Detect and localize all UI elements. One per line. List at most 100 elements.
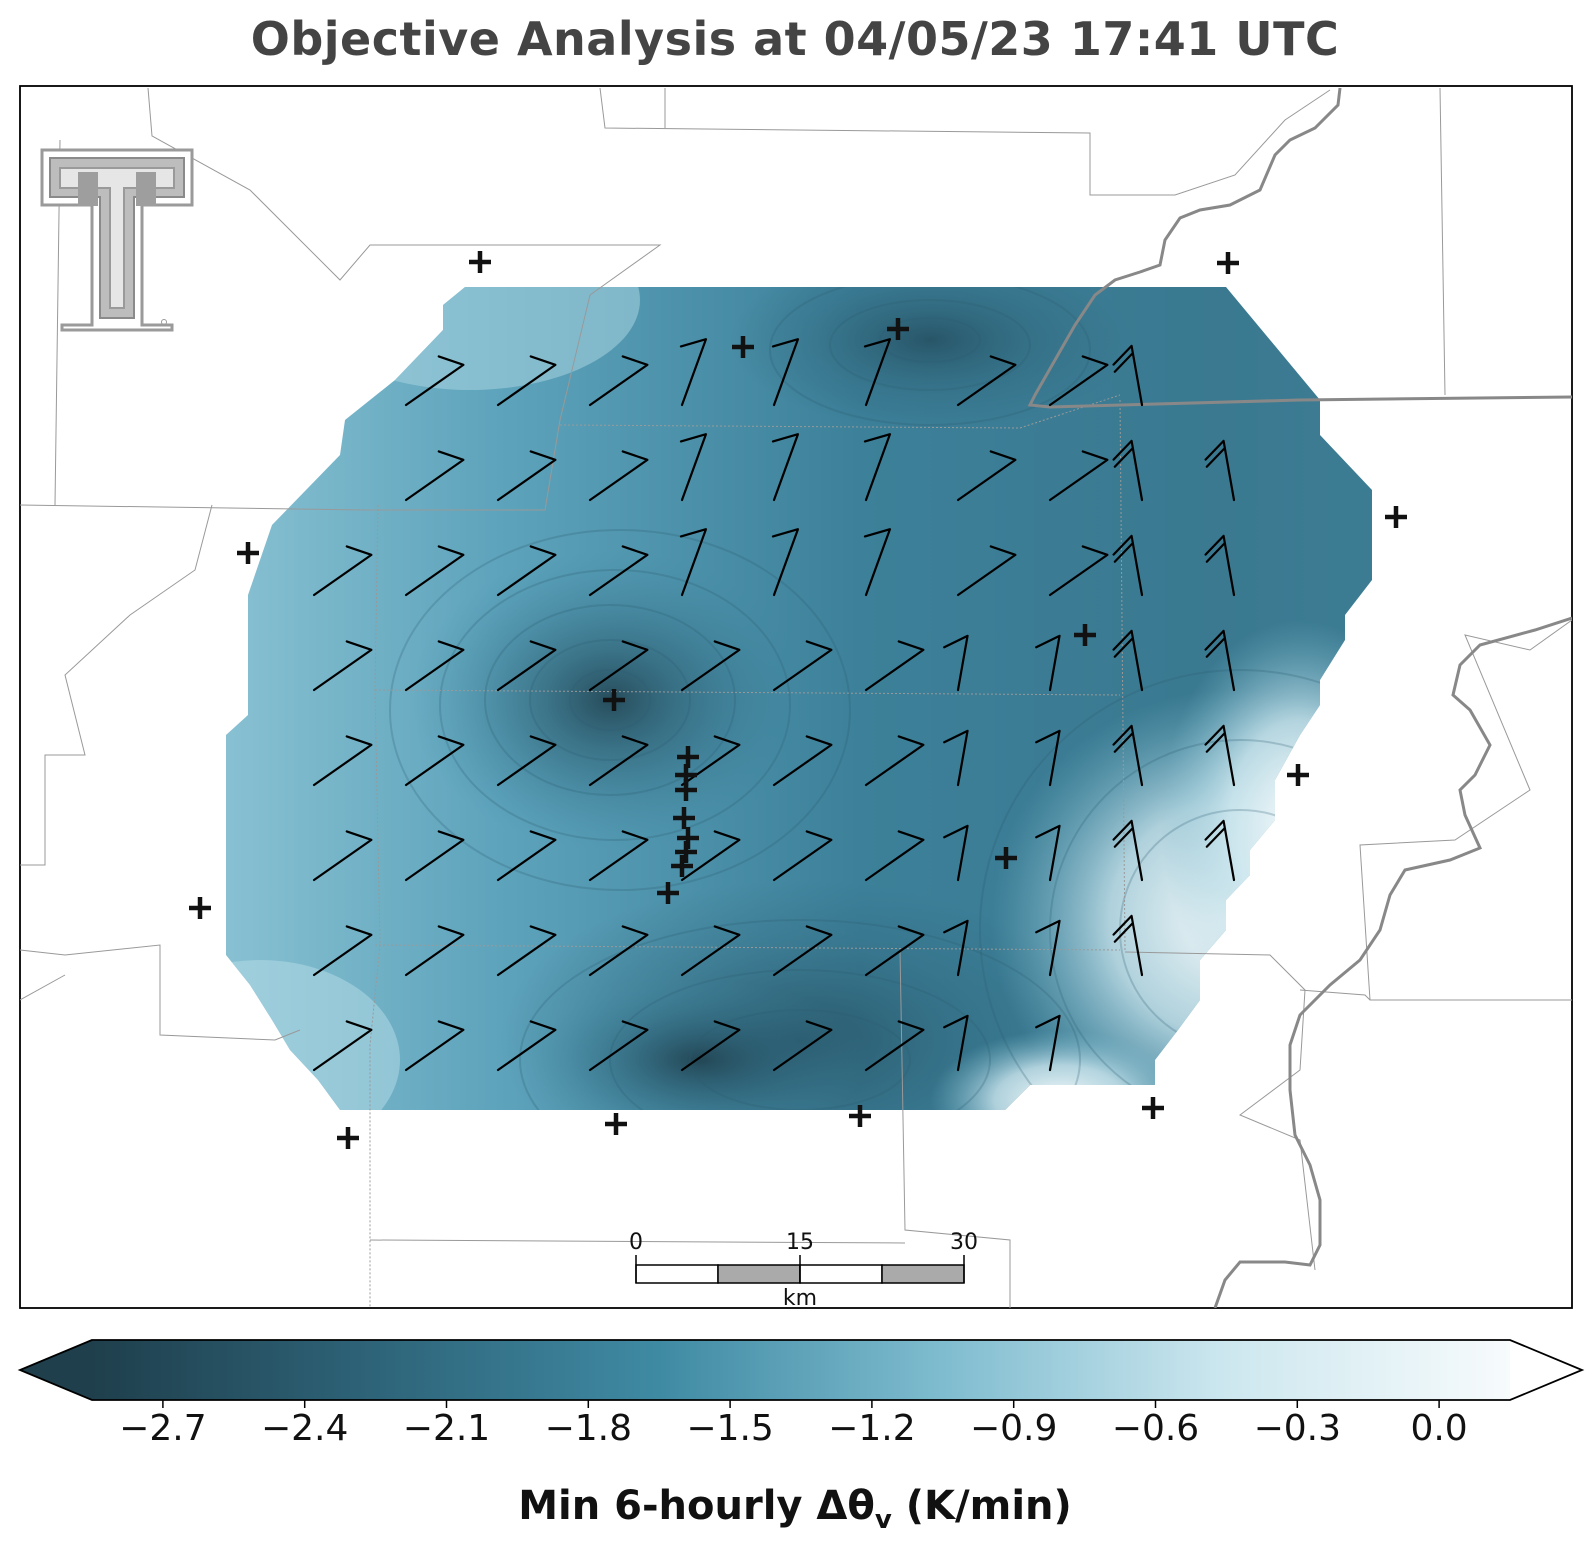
wind-barb — [680, 640, 741, 692]
station-marker — [995, 847, 1017, 869]
wind-barb — [588, 355, 649, 407]
station-marker — [675, 779, 697, 801]
wind-barb — [943, 729, 969, 787]
wind-barb — [404, 830, 465, 882]
station-marker — [887, 318, 909, 340]
wind-barbs — [312, 338, 1236, 1072]
colorbar-tick-label: −1.2 — [828, 1408, 916, 1449]
wind-barb — [1112, 344, 1144, 407]
wind-barb — [864, 735, 925, 787]
wind-barb — [312, 545, 373, 597]
wind-barb — [863, 433, 892, 502]
wind-barb — [496, 925, 557, 977]
colorbar-tick-label: −2.4 — [260, 1408, 349, 1449]
wind-barb — [404, 450, 465, 502]
colorbar-tick-label: −0.9 — [969, 1408, 1058, 1449]
wind-barb — [864, 1020, 925, 1072]
station-marker — [1074, 624, 1096, 646]
station-marker — [849, 1105, 871, 1127]
station-marker — [1385, 506, 1407, 528]
wind-barb — [404, 355, 465, 407]
wind-barb — [1204, 819, 1236, 882]
station-marker — [671, 855, 693, 877]
texas-tech-double-t-logo — [40, 148, 194, 332]
station-marker — [675, 841, 697, 863]
wind-barb — [496, 450, 557, 502]
wind-barb — [1035, 634, 1061, 692]
wind-barb — [943, 1014, 969, 1072]
colorbar-label-sub: v — [874, 1505, 892, 1535]
wind-barb — [1112, 724, 1144, 787]
wind-barb — [1112, 914, 1144, 977]
wind-barb — [404, 640, 465, 692]
wind-barb — [496, 735, 557, 787]
scale-unit: km — [782, 1286, 818, 1311]
wind-barb — [771, 528, 800, 597]
wind-barb — [588, 735, 649, 787]
wind-barb — [864, 925, 925, 977]
wind-barb — [312, 925, 373, 977]
wind-barb — [404, 1020, 465, 1072]
wind-barb — [864, 640, 925, 692]
wind-barb — [680, 925, 741, 977]
wind-barb — [588, 640, 649, 692]
colorbar-label-unit: (K/min) — [891, 1483, 1072, 1529]
station-marker — [1287, 764, 1309, 786]
wind-barb — [1112, 534, 1144, 597]
state-borders — [1027, 87, 1572, 1308]
wind-barb — [588, 545, 649, 597]
scale-label-0: 0 — [629, 1230, 643, 1255]
wind-barb — [772, 640, 833, 692]
colorbar-tick-label: −0.3 — [1253, 1408, 1342, 1449]
wind-barb — [1204, 439, 1236, 502]
station-marker — [1217, 252, 1239, 274]
station-marker — [732, 336, 754, 358]
station-marker — [189, 897, 211, 919]
wind-barb — [680, 735, 741, 787]
scale-label-30: 30 — [950, 1230, 978, 1255]
colorbar-tick-label: 0.0 — [1410, 1408, 1468, 1449]
wind-barb — [588, 450, 649, 502]
wind-barb — [496, 640, 557, 692]
wind-barb — [404, 925, 465, 977]
wind-barb — [1204, 534, 1236, 597]
station-marker — [605, 1113, 627, 1135]
wind-barb — [943, 919, 969, 977]
wind-barb — [943, 824, 969, 882]
wind-barb — [312, 830, 373, 882]
wind-barb — [772, 1020, 833, 1072]
wind-barb — [588, 830, 649, 882]
wind-barb — [1035, 824, 1061, 882]
wind-barb — [956, 450, 1017, 502]
station-marker — [237, 542, 259, 564]
wind-barb — [956, 355, 1017, 407]
wind-barb — [863, 528, 892, 597]
colorbar-tick-label: −2.1 — [402, 1408, 491, 1449]
wind-barb — [956, 545, 1017, 597]
wind-barb — [404, 545, 465, 597]
colorbar-label: Min 6-hourly Δθv (K/min) — [0, 1483, 1590, 1535]
wind-barb — [312, 735, 373, 787]
colorbar-tick-label: −1.8 — [544, 1408, 633, 1449]
wind-barb — [496, 1020, 557, 1072]
station-marker — [337, 1127, 359, 1149]
wind-barb — [588, 925, 649, 977]
scale-label-15: 15 — [786, 1230, 814, 1255]
wind-barb — [772, 830, 833, 882]
wind-barb — [1048, 355, 1109, 407]
wind-barb — [679, 528, 708, 597]
station-markers — [189, 251, 1407, 1149]
wind-barb — [863, 338, 892, 407]
wind-barb — [1048, 450, 1109, 502]
wind-barb — [864, 830, 925, 882]
station-marker — [603, 689, 625, 711]
wind-barb — [1035, 919, 1061, 977]
wind-barb — [680, 1020, 741, 1072]
colorbar-tick-label: −2.7 — [119, 1408, 207, 1449]
wind-barb — [772, 925, 833, 977]
wind-barb — [1035, 729, 1061, 787]
scale-bar — [635, 1255, 965, 1284]
colorbar-tick-label: −0.6 — [1111, 1408, 1200, 1449]
wind-barb — [496, 545, 557, 597]
wind-barb — [943, 634, 969, 692]
